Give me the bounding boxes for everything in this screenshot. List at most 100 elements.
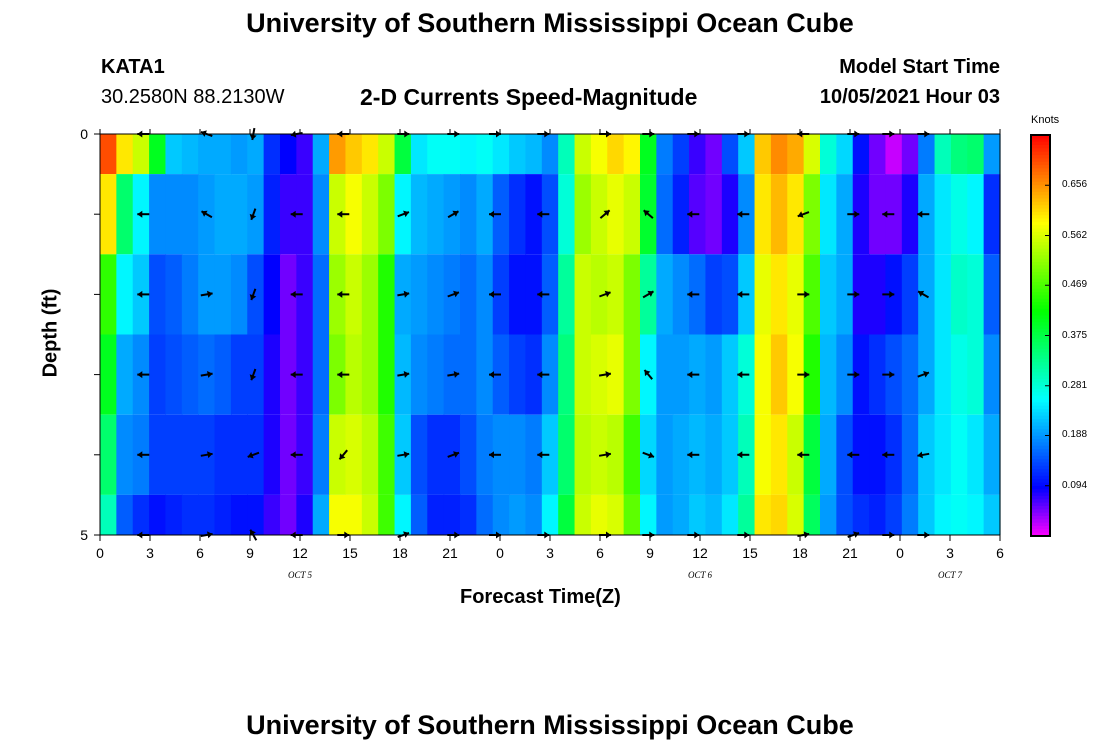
x-tick-label: 15 — [742, 545, 758, 561]
heatmap-cell — [983, 134, 1001, 175]
colorbar — [1030, 134, 1051, 537]
heatmap-cell — [460, 334, 477, 415]
heatmap-cell — [476, 174, 494, 255]
colorbar-segment — [1031, 529, 1050, 534]
current-arrow — [290, 371, 303, 379]
arrow-head — [137, 451, 143, 459]
colorbar-segment — [1031, 475, 1050, 480]
colorbar-segment — [1031, 302, 1050, 307]
colorbar-segment — [1031, 502, 1050, 507]
heatmap-cell — [983, 494, 1001, 535]
heatmap-cell — [460, 254, 477, 335]
colorbar-segment — [1031, 288, 1050, 293]
colorbar-segment — [1031, 348, 1050, 353]
heatmap-cell — [100, 174, 117, 255]
heatmap-cell — [165, 414, 183, 495]
heatmap-cell — [214, 334, 232, 415]
heatmap-cell — [509, 174, 527, 255]
colorbar-segment — [1031, 455, 1050, 460]
heatmap-cell — [181, 134, 199, 175]
heatmap-cell — [590, 134, 608, 175]
station-coords: 30.2580N 88.2130W — [101, 86, 285, 108]
heatmap-cell — [410, 134, 428, 175]
heatmap-cell — [803, 334, 821, 415]
heatmap-cell — [983, 174, 1001, 255]
colorbar-segment — [1031, 432, 1050, 437]
heatmap-cell — [100, 254, 117, 335]
page-title: University of Southern Mississippi Ocean… — [246, 8, 854, 38]
heatmap-cell — [590, 254, 608, 335]
current-arrow — [687, 371, 700, 379]
heatmap-cell — [623, 254, 641, 335]
heatmap-cell — [803, 134, 821, 175]
current-arrow — [337, 210, 350, 218]
colorbar-segment — [1031, 241, 1050, 246]
heatmap-cell — [541, 334, 559, 415]
arrow-head — [489, 210, 494, 218]
heatmap-cell — [950, 414, 968, 495]
heatmap-cell — [934, 414, 952, 495]
heatmap-cell — [165, 134, 183, 175]
heatmap-cell — [427, 134, 445, 175]
arrow-head — [737, 290, 743, 298]
heatmap-cell — [787, 334, 805, 415]
colorbar-segment — [1031, 231, 1050, 236]
heatmap-cell — [280, 254, 297, 335]
heatmap-cell — [525, 334, 543, 415]
current-arrow — [882, 371, 895, 379]
station-id: KATA1 — [101, 56, 165, 78]
arrow-head — [804, 290, 810, 298]
arrow-head — [453, 290, 459, 298]
current-arrow — [489, 451, 501, 459]
heatmap-cell — [149, 254, 167, 335]
colorbar-segment — [1031, 168, 1050, 173]
current-arrow — [737, 210, 750, 218]
colorbar-segment — [1031, 261, 1050, 266]
heatmap-cell — [247, 174, 265, 255]
arrow-head — [403, 451, 410, 459]
colorbar-segment — [1031, 365, 1050, 370]
heatmap-cell — [280, 174, 297, 255]
date-label: OCT 5 — [287, 570, 313, 580]
colorbar-segment — [1031, 148, 1050, 153]
heatmap-cell — [705, 414, 723, 495]
colorbar-segment — [1031, 195, 1050, 200]
heatmap-cell — [509, 334, 527, 415]
heatmap-cell — [852, 334, 870, 415]
heatmap-cell — [836, 334, 854, 415]
arrow-head — [452, 210, 459, 217]
heatmap-cell — [721, 174, 739, 255]
heatmap-cell — [820, 414, 837, 495]
heatmap-cell — [983, 334, 1001, 415]
colorbar-segment — [1031, 278, 1050, 283]
arrow-head — [207, 290, 213, 298]
colorbar-segment — [1031, 282, 1050, 286]
heatmap-cell — [672, 174, 690, 255]
heatmap-cell — [901, 334, 919, 415]
heatmap-cell — [721, 334, 739, 415]
heatmap-cell — [656, 174, 674, 255]
heatmap-cell — [492, 254, 510, 335]
heatmap-cell — [492, 414, 510, 495]
colorbar-segment — [1031, 382, 1050, 387]
heatmap-cell — [410, 414, 428, 495]
heatmap-cell — [460, 414, 477, 495]
colorbar-segment — [1031, 395, 1050, 400]
heatmap-cell — [836, 254, 854, 335]
x-tick-label: 6 — [996, 545, 1004, 561]
heatmap-cell — [558, 334, 576, 415]
arrow-head — [207, 371, 213, 378]
current-arrow — [137, 451, 150, 459]
arrow-head — [737, 210, 743, 218]
colorbar-segment — [1031, 215, 1050, 220]
current-arrow — [882, 451, 895, 459]
heatmap-cell — [296, 334, 314, 415]
current-arrow — [137, 371, 150, 379]
heatmap-cell — [100, 334, 117, 415]
heatmap-cell — [476, 254, 494, 335]
arrow-head — [337, 290, 343, 298]
arrow-head — [537, 451, 543, 459]
colorbar-segment — [1031, 185, 1050, 190]
colorbar-tick-label: 0.188 — [1062, 429, 1088, 441]
